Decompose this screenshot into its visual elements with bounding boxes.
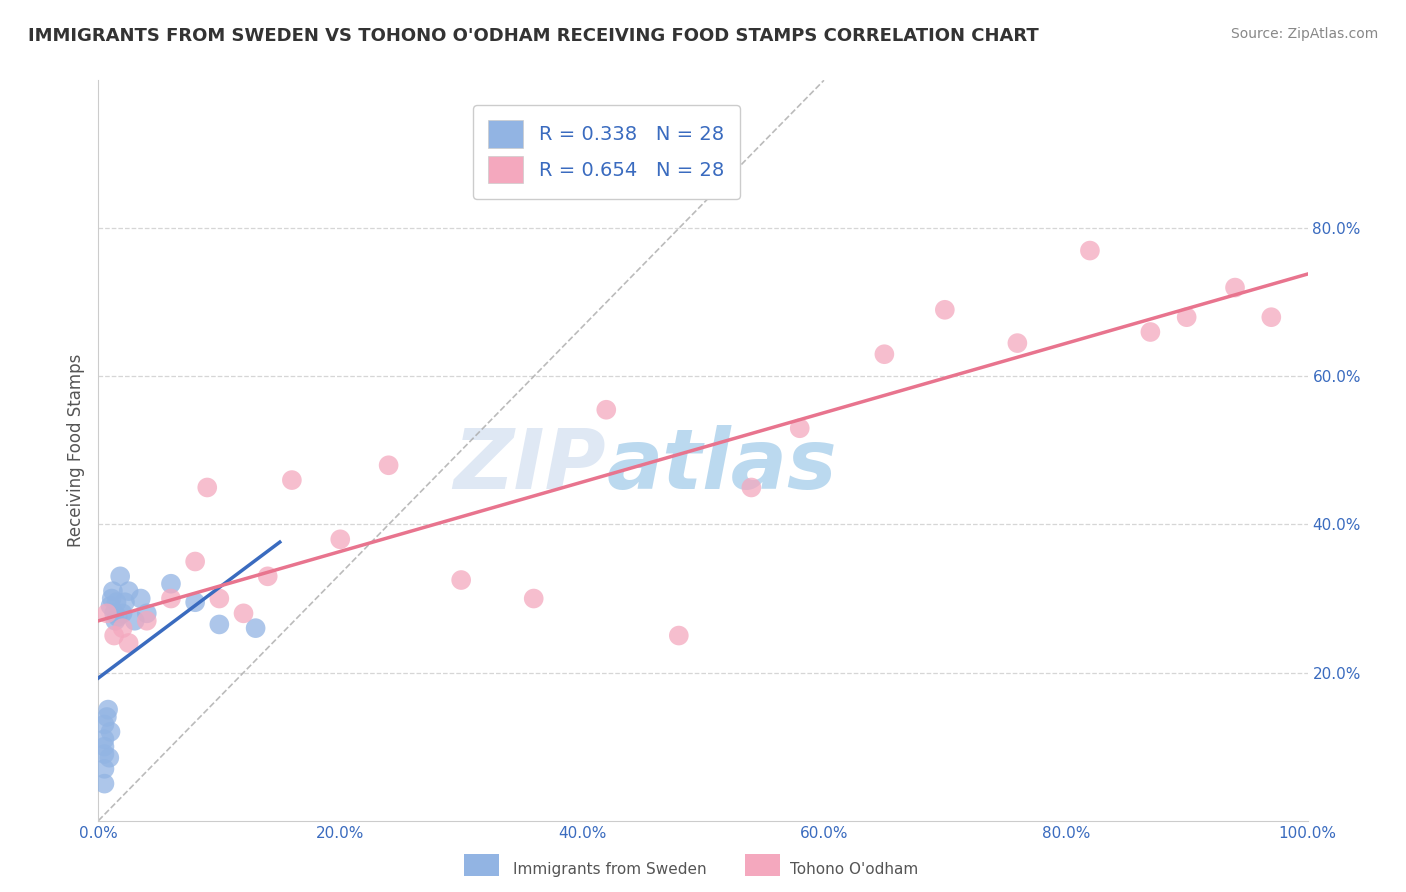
- Point: [104, 614, 127, 628]
- Text: Tohono O'odham: Tohono O'odham: [790, 863, 918, 877]
- Point: [184, 595, 207, 609]
- Point: [105, 595, 128, 609]
- Point: [111, 621, 134, 635]
- Point: [97, 703, 120, 717]
- Point: [208, 591, 231, 606]
- Point: [281, 473, 304, 487]
- Point: [98, 750, 121, 764]
- Point: [873, 347, 896, 361]
- Point: [93, 762, 115, 776]
- Point: [1260, 310, 1282, 325]
- Text: IMMIGRANTS FROM SWEDEN VS TOHONO O'ODHAM RECEIVING FOOD STAMPS CORRELATION CHART: IMMIGRANTS FROM SWEDEN VS TOHONO O'ODHAM…: [28, 27, 1039, 45]
- Point: [184, 555, 207, 569]
- Point: [100, 591, 122, 606]
- Point: [1175, 310, 1198, 325]
- Point: [100, 724, 122, 739]
- Point: [740, 480, 762, 494]
- Point: [195, 480, 218, 494]
- Point: [595, 402, 617, 417]
- Point: [93, 717, 115, 731]
- Point: [523, 591, 546, 606]
- Legend: R = 0.338   N = 28, R = 0.654   N = 28: R = 0.338 N = 28, R = 0.654 N = 28: [472, 104, 740, 199]
- Point: [93, 747, 115, 761]
- Point: [114, 595, 136, 609]
- Point: [103, 628, 125, 642]
- Point: [96, 710, 118, 724]
- Point: [160, 576, 183, 591]
- Point: [1139, 325, 1161, 339]
- Y-axis label: Receiving Food Stamps: Receiving Food Stamps: [66, 354, 84, 547]
- Point: [129, 591, 152, 606]
- Point: [1007, 336, 1029, 351]
- Point: [108, 569, 131, 583]
- Point: [208, 617, 231, 632]
- Point: [103, 607, 125, 621]
- Point: [100, 599, 122, 613]
- Point: [93, 732, 115, 747]
- Point: [245, 621, 267, 635]
- Text: ZIP: ZIP: [454, 425, 606, 506]
- Point: [1223, 280, 1246, 294]
- Point: [377, 458, 399, 473]
- Point: [118, 584, 141, 599]
- Point: [1078, 244, 1101, 258]
- Point: [135, 607, 157, 621]
- Point: [93, 776, 115, 791]
- Point: [118, 636, 141, 650]
- Point: [232, 607, 254, 621]
- Point: [934, 302, 956, 317]
- Point: [93, 739, 115, 754]
- Text: atlas: atlas: [606, 425, 837, 506]
- Point: [329, 533, 352, 547]
- Point: [124, 614, 146, 628]
- Point: [256, 569, 278, 583]
- Point: [789, 421, 811, 435]
- Point: [450, 573, 472, 587]
- Point: [107, 610, 129, 624]
- Point: [135, 614, 157, 628]
- Text: Immigrants from Sweden: Immigrants from Sweden: [513, 863, 707, 877]
- Point: [101, 584, 124, 599]
- Point: [668, 628, 690, 642]
- Point: [160, 591, 183, 606]
- Text: Source: ZipAtlas.com: Source: ZipAtlas.com: [1230, 27, 1378, 41]
- Point: [111, 607, 134, 621]
- Point: [96, 607, 118, 621]
